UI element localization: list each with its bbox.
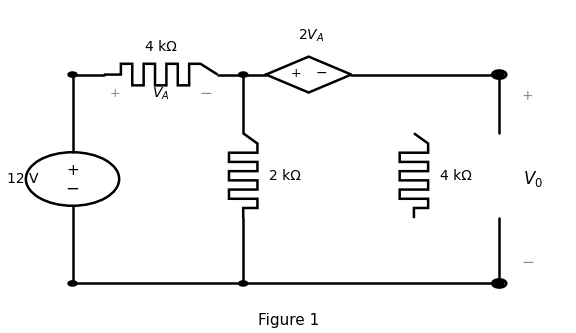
Circle shape [238,281,248,286]
Text: −: − [521,255,534,270]
Text: +: + [522,89,533,103]
Text: 4 kΩ: 4 kΩ [439,169,471,183]
Circle shape [495,281,504,286]
Text: +: + [66,164,79,178]
Text: 4 kΩ: 4 kΩ [145,40,177,54]
Text: $V_A$: $V_A$ [152,85,169,102]
Circle shape [68,281,77,286]
Text: $2V_A$: $2V_A$ [298,27,325,44]
Circle shape [238,72,248,77]
Text: 2 kΩ: 2 kΩ [269,169,301,183]
Text: −: − [200,86,213,101]
Text: 12 V: 12 V [7,172,38,186]
Text: −: − [315,66,327,80]
Text: Figure 1: Figure 1 [258,313,319,328]
Text: +: + [291,67,301,80]
Text: +: + [110,87,120,100]
Text: $V_0$: $V_0$ [524,169,543,189]
Text: −: − [66,179,79,197]
Circle shape [68,72,77,77]
Circle shape [495,72,504,77]
